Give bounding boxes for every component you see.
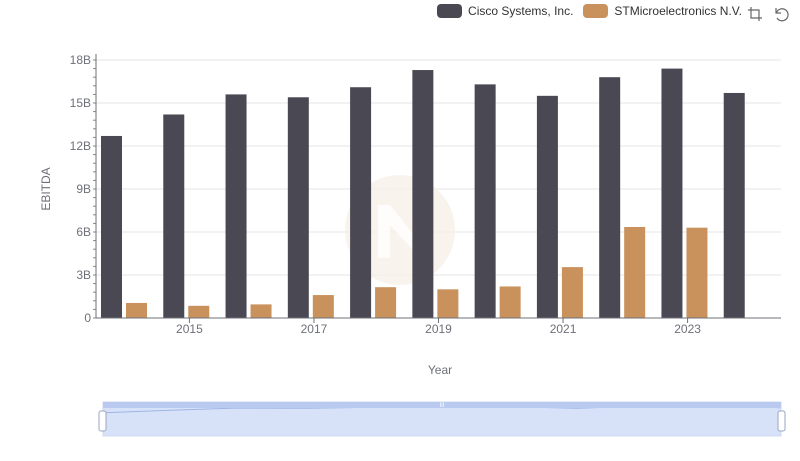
data-zoom-slider[interactable]: III bbox=[98, 401, 786, 437]
bar-cisco-2017[interactable] bbox=[287, 97, 309, 319]
bar-cisco-2018[interactable] bbox=[350, 87, 372, 318]
bar-stm-2015[interactable] bbox=[188, 305, 210, 318]
y-tick-label: 12B bbox=[70, 139, 91, 153]
bar-stm-2020[interactable] bbox=[499, 286, 521, 318]
bar-cisco-2022[interactable] bbox=[599, 77, 621, 318]
bar-cisco-2014[interactable] bbox=[101, 135, 122, 318]
y-tick-label: 15B bbox=[70, 96, 91, 110]
bar-cisco-2023[interactable] bbox=[661, 68, 683, 318]
bar-stm-2021[interactable] bbox=[561, 267, 583, 318]
legend-swatch-stm bbox=[583, 4, 609, 18]
y-axis: 0 3B 6B 9B 12B 15B 18B bbox=[70, 53, 97, 325]
bar-cisco-2024[interactable] bbox=[723, 92, 745, 318]
legend-item-stm[interactable]: STMicroelectronics N.V. bbox=[583, 4, 742, 18]
y-tick-label: 6B bbox=[76, 225, 91, 239]
x-tick-label: 2019 bbox=[425, 322, 452, 336]
y-tick-label: 3B bbox=[76, 268, 91, 282]
bar-stm-2014[interactable] bbox=[126, 302, 147, 318]
bar-stm-2022[interactable] bbox=[624, 226, 646, 318]
x-tick-label: 2023 bbox=[674, 322, 701, 336]
bar-stm-2017[interactable] bbox=[312, 295, 334, 318]
restore-icon[interactable] bbox=[773, 6, 789, 22]
y-tick-label: 18B bbox=[70, 53, 91, 67]
bar-cisco-2020[interactable] bbox=[474, 84, 496, 318]
legend-item-cisco[interactable]: Cisco Systems, Inc. bbox=[437, 4, 573, 18]
y-tick-label: 9B bbox=[76, 182, 91, 196]
bar-stm-2016[interactable] bbox=[250, 304, 272, 318]
zoom-icon[interactable] bbox=[747, 6, 763, 22]
x-axis: 2015 2017 2019 2021 2023 bbox=[96, 317, 781, 336]
bars bbox=[101, 68, 745, 319]
legend-label-stm: STMicroelectronics N.V. bbox=[614, 4, 742, 18]
bar-cisco-2019[interactable] bbox=[412, 70, 434, 319]
x-axis-title: Year bbox=[428, 363, 452, 377]
x-tick-label: 2015 bbox=[176, 322, 203, 336]
legend-label-cisco: Cisco Systems, Inc. bbox=[468, 4, 574, 18]
bar-cisco-2016[interactable] bbox=[225, 94, 247, 319]
bar-cisco-2015[interactable] bbox=[163, 114, 185, 318]
slider-right-handle[interactable] bbox=[777, 410, 786, 432]
bar-stm-2019[interactable] bbox=[437, 289, 459, 318]
slider-move-handle[interactable] bbox=[103, 402, 781, 408]
bar-cisco-2021[interactable] bbox=[536, 95, 558, 318]
bar-stm-2023[interactable] bbox=[686, 227, 708, 318]
x-tick-label: 2017 bbox=[301, 322, 328, 336]
slider-move-handle-label: III bbox=[439, 403, 444, 409]
legend: Cisco Systems, Inc. STMicroelectronics N… bbox=[437, 4, 742, 18]
bar-stm-2018[interactable] bbox=[375, 287, 397, 318]
legend-swatch-cisco bbox=[437, 4, 463, 18]
y-tick-label: 0 bbox=[84, 311, 91, 325]
x-tick-label: 2021 bbox=[550, 322, 577, 336]
y-axis-title: EBITDA bbox=[39, 167, 53, 210]
slider-left-handle[interactable] bbox=[98, 410, 107, 432]
